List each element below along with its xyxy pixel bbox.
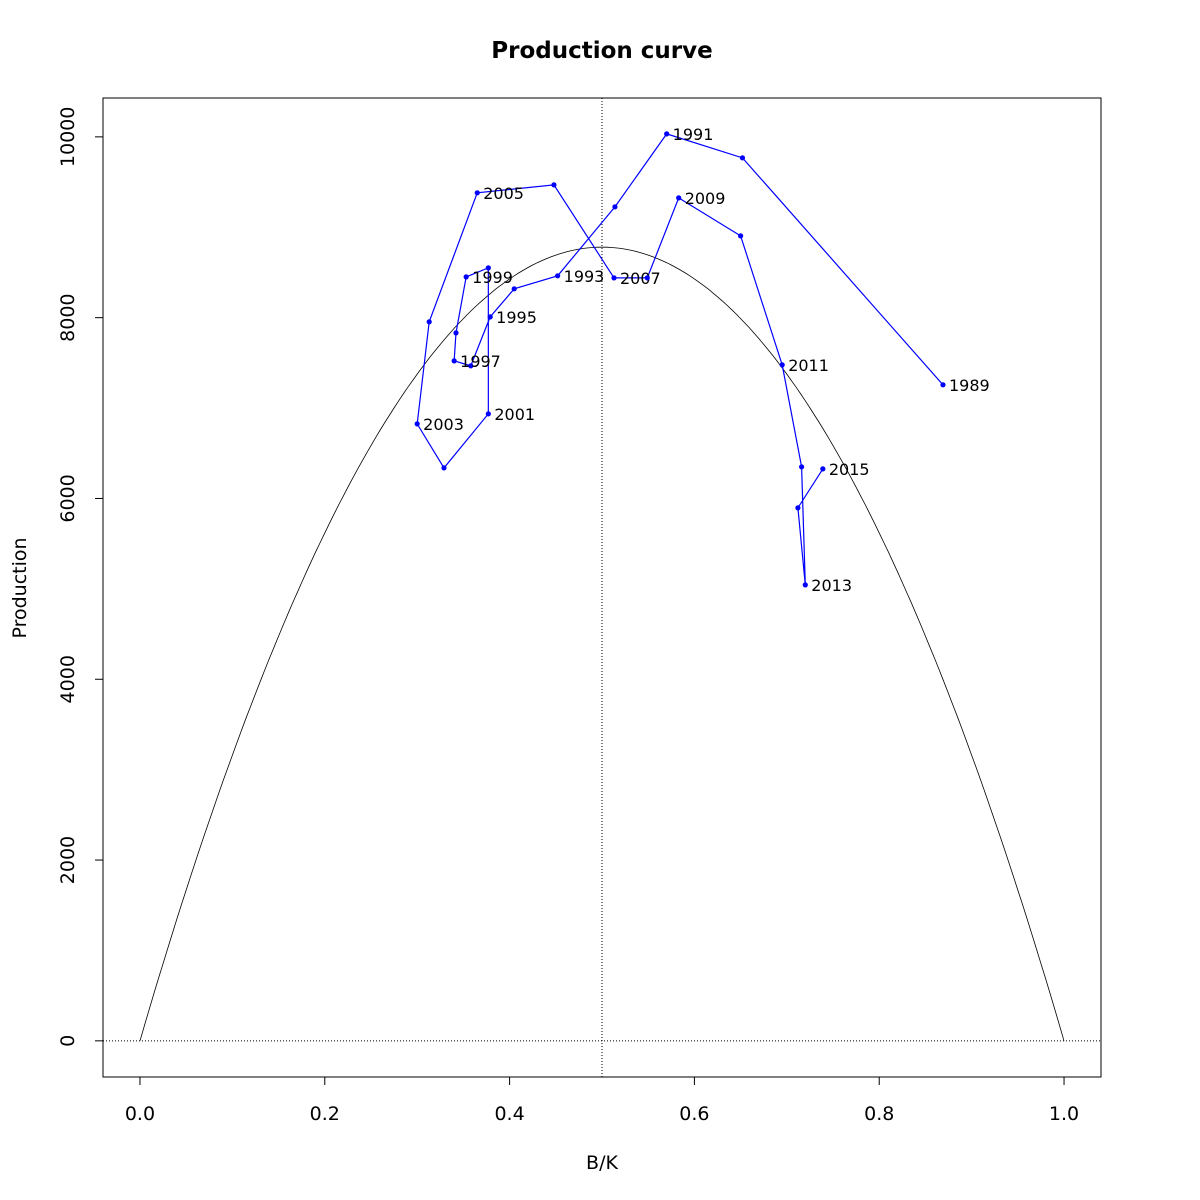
- data-point-2007: [611, 275, 617, 281]
- y-tick-label: 6000: [57, 474, 79, 522]
- data-point-2009: [676, 195, 682, 201]
- data-point-2010: [738, 233, 744, 239]
- data-point-2000: [485, 265, 491, 271]
- data-point-2008: [644, 275, 650, 281]
- data-point-1999: [463, 274, 469, 280]
- y-tick-label: 0: [57, 1035, 79, 1047]
- y-tick-label: 8000: [57, 293, 79, 341]
- data-point-1989: [940, 382, 946, 388]
- y-tick-label: 2000: [57, 836, 79, 884]
- data-point-1997: [451, 358, 457, 364]
- data-point-1995: [487, 314, 493, 320]
- data-point-2013: [802, 582, 808, 588]
- x-tick-label: 0.2: [310, 1103, 340, 1125]
- point-label-1993: 1993: [564, 267, 605, 286]
- production-curve-line: [139, 246, 1065, 1041]
- data-point-2015: [820, 466, 826, 472]
- point-label-2013: 2013: [811, 576, 852, 595]
- data-point-2014: [795, 505, 801, 511]
- point-label-2015: 2015: [829, 460, 870, 479]
- data-point-2001: [485, 411, 491, 417]
- data-point-2006: [551, 182, 557, 188]
- y-axis-label: Production: [9, 537, 31, 638]
- data-point-2012: [799, 464, 805, 470]
- point-label-2005: 2005: [483, 184, 524, 203]
- point-label-2011: 2011: [788, 356, 829, 375]
- x-tick-label: 0.6: [679, 1103, 709, 1125]
- x-tick-label: 0.8: [864, 1103, 894, 1125]
- point-label-1997: 1997: [460, 352, 501, 371]
- y-tick-label: 10000: [57, 107, 79, 167]
- data-point-1998: [453, 330, 459, 336]
- point-label-1999: 1999: [472, 268, 513, 287]
- data-point-2002: [441, 465, 447, 471]
- data-point-1991: [664, 131, 670, 137]
- data-point-2004: [426, 319, 432, 325]
- data-point-1996: [468, 363, 474, 369]
- x-tick-label: 0.4: [494, 1103, 524, 1125]
- y-tick-label: 4000: [57, 655, 79, 703]
- data-point-2005: [474, 190, 480, 196]
- data-point-1993: [555, 273, 561, 279]
- data-point-1992: [612, 204, 618, 210]
- x-tick-label: 1.0: [1049, 1103, 1079, 1125]
- point-label-2003: 2003: [423, 415, 464, 434]
- point-label-2009: 2009: [685, 189, 726, 208]
- data-point-1994: [511, 286, 517, 292]
- chart-title: Production curve: [491, 38, 712, 64]
- x-tick-label: 0.0: [125, 1103, 155, 1125]
- point-label-1995: 1995: [496, 308, 537, 327]
- point-label-1989: 1989: [949, 376, 990, 395]
- data-point-1990: [739, 155, 746, 161]
- data-point-2011: [779, 362, 785, 368]
- point-label-2007: 2007: [620, 269, 661, 288]
- point-label-2001: 2001: [494, 405, 535, 424]
- point-label-1991: 1991: [673, 125, 714, 144]
- data-point-2003: [414, 421, 420, 427]
- x-axis-label: B/K: [586, 1152, 618, 1174]
